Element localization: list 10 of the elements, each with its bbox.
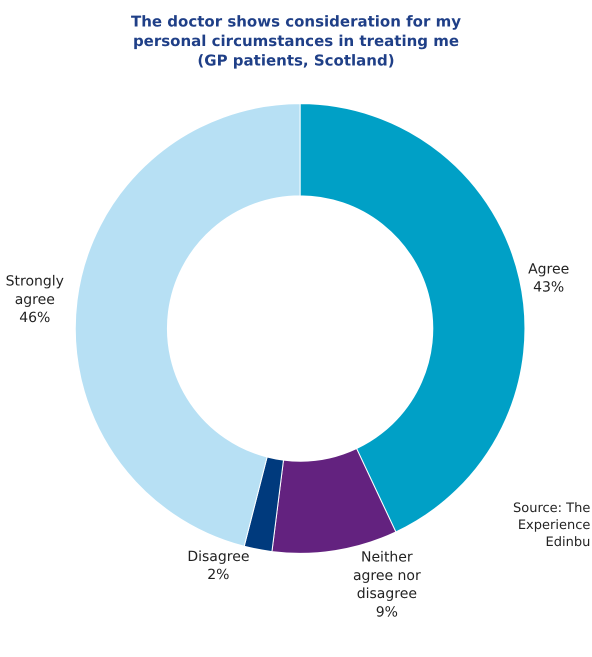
slice-label: Neither agree nor disagree (352, 550, 421, 602)
slice-label: Agree (528, 262, 570, 278)
data-label: 43% (533, 280, 564, 296)
chart-title: The doctor shows consideration for my personal circumstances in treating me (GP patients, Scotland) (130, 12, 462, 70)
slice-label: Disagree (187, 548, 250, 565)
data-label: 2% (207, 566, 230, 583)
source-note: Source: The Experience Edinbu (513, 501, 590, 550)
data-label: 9% (376, 604, 398, 620)
data-label: 46% (19, 310, 50, 326)
slice-label: Strongly agree (6, 274, 64, 308)
